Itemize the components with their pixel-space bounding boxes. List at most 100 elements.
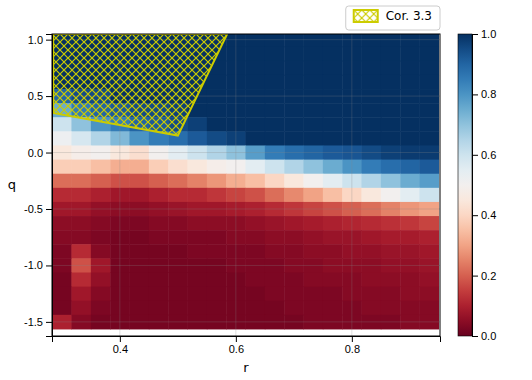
x-tick-label: 0.6: [229, 343, 244, 355]
heatmap-cell: [284, 47, 304, 62]
heatmap-cell: [419, 34, 439, 47]
heatmap-cell: [129, 216, 149, 231]
heatmap-cell: [265, 174, 285, 189]
heatmap-cell: [187, 174, 207, 189]
heatmap-cell: [207, 75, 227, 90]
heatmap-cell: [187, 131, 207, 146]
heatmap-cell: [71, 188, 91, 203]
heatmap-cell: [361, 301, 381, 316]
heatmap-cell: [207, 287, 227, 302]
legend-swatch: [354, 10, 378, 22]
x-tick-label: 0.4: [113, 343, 128, 355]
heatmap-cell: [52, 272, 72, 287]
heatmap-cell: [284, 287, 304, 302]
heatmap-cell: [419, 117, 439, 132]
y-tick: -1.5: [24, 316, 52, 328]
heatmap-cell: [323, 61, 343, 76]
heatmap-cell: [91, 301, 111, 316]
heatmap-cell: [361, 216, 381, 231]
heatmap-cell: [149, 216, 169, 231]
heatmap-cell: [400, 272, 420, 287]
heatmap-cell: [71, 160, 91, 175]
heatmap-cell: [91, 230, 111, 245]
heatmap-cell: [265, 272, 285, 287]
heatmap-cell: [303, 34, 323, 47]
grid-line-x: [351, 34, 352, 336]
heatmap-cell: [91, 272, 111, 287]
heatmap-cell: [52, 117, 72, 132]
heatmap-cell: [303, 47, 323, 62]
heatmap-cell: [129, 188, 149, 203]
heatmap-cell: [91, 174, 111, 189]
heatmap-cell: [400, 34, 420, 47]
heatmap-cell: [265, 244, 285, 259]
heatmap-cell: [400, 301, 420, 316]
heatmap-cell: [265, 131, 285, 146]
heatmap-cell: [400, 244, 420, 259]
y-tick-mark: [46, 96, 52, 97]
legend-box: [346, 6, 440, 30]
heatmap-cell: [419, 272, 439, 287]
heatmap-cell: [52, 131, 72, 146]
heatmap-cell: [419, 216, 439, 231]
heatmap-cell: [381, 287, 401, 302]
heatmap-cell: [323, 301, 343, 316]
heatmap-cell: [245, 75, 265, 90]
heatmap-cell: [381, 160, 401, 175]
heatmap-cell: [168, 160, 188, 175]
heatmap-cell: [323, 272, 343, 287]
heatmap-cell: [381, 75, 401, 90]
heatmap-cell: [323, 131, 343, 146]
heatmap-cell: [323, 216, 343, 231]
heatmap-cell: [361, 230, 381, 245]
heatmap-cell: [303, 61, 323, 76]
heatmap-cell: [303, 272, 323, 287]
heatmap-cell: [245, 188, 265, 203]
y-tick-mark: [46, 40, 52, 41]
colorbar-tick-mark: [472, 276, 478, 277]
heatmap-cell: [187, 230, 207, 245]
heatmap-cell: [303, 131, 323, 146]
heatmap-cell: [149, 230, 169, 245]
heatmap-cell: [245, 61, 265, 76]
heatmap-cell: [207, 216, 227, 231]
heatmap-cell: [52, 244, 72, 259]
heatmap-cell: [168, 244, 188, 259]
heatmap-cell: [129, 174, 149, 189]
heatmap-cell: [91, 160, 111, 175]
heatmap-cell: [187, 301, 207, 316]
heatmap-cell: [129, 272, 149, 287]
heatmap-cell: [400, 61, 420, 76]
heatmap-cell: [71, 216, 91, 231]
heatmap-cell: [168, 188, 188, 203]
heatmap-cell: [265, 301, 285, 316]
colorbar-tick-label: 0.8: [481, 88, 496, 100]
heatmap-cell: [187, 160, 207, 175]
heatmap-cell: [419, 75, 439, 90]
heatmap-cell: [361, 103, 381, 118]
heatmap-cell: [284, 188, 304, 203]
colorbar-tick-mark: [472, 336, 478, 337]
heatmap-cell: [187, 287, 207, 302]
plot-frame: [52, 34, 440, 336]
y-tick-label: 0.0: [28, 147, 43, 159]
heatmap-cell: [284, 61, 304, 76]
y-axis-line: [46, 35, 53, 337]
x-tick-mark: [236, 336, 237, 342]
heatmap-cell: [400, 230, 420, 245]
heatmap-cell: [245, 216, 265, 231]
heatmap-cell: [381, 272, 401, 287]
heatmap-cell: [149, 272, 169, 287]
heatmap-cell: [323, 117, 343, 132]
x-axis: 0.40.60.8: [53, 336, 441, 355]
heatmap-cell: [187, 216, 207, 231]
y-tick: -0.5: [24, 203, 52, 215]
heatmap-cell: [245, 174, 265, 189]
heatmap-cell: [381, 174, 401, 189]
heatmap-cell: [265, 216, 285, 231]
heatmap-cell: [245, 47, 265, 62]
heatmap-cell: [361, 75, 381, 90]
heatmap-cell: [149, 174, 169, 189]
heatmap-cell: [323, 47, 343, 62]
heatmap-cell: [419, 230, 439, 245]
